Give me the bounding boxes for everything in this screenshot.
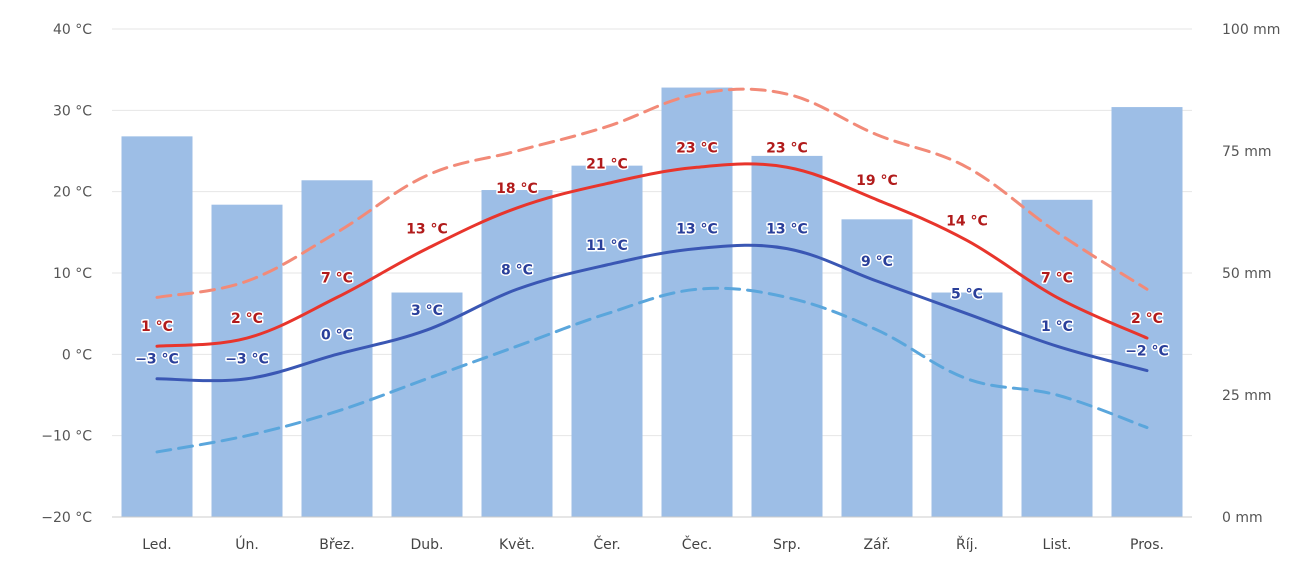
data-label: 3 °C (411, 303, 443, 319)
x-tick-label: Květ. (499, 537, 535, 553)
y-right-tick-label: 25 mm (1222, 388, 1272, 404)
data-label: 1 °C (1041, 319, 1073, 335)
y-left-tick-label: −20 °C (41, 510, 92, 526)
precipitation-bar (931, 292, 1003, 517)
data-label: 13 °C (676, 222, 718, 238)
y-right-tick-label: 0 mm (1222, 510, 1263, 526)
data-label: −3 °C (135, 352, 179, 368)
data-label: 2 °C (231, 311, 263, 327)
x-tick-label: Břez. (319, 537, 354, 553)
data-label: 8 °C (501, 262, 533, 278)
data-label: 0 °C (321, 327, 353, 343)
data-label: −2 °C (1125, 344, 1169, 360)
x-tick-label: Ún. (235, 535, 259, 553)
y-left-tick-label: −10 °C (41, 429, 92, 445)
x-tick-label: Zář. (863, 537, 890, 553)
y-axis-right: 0 mm 25 mm 50 mm 75 mm 100 mm (1222, 22, 1280, 526)
temperature-line (155, 243, 1149, 383)
precipitation-bar (661, 87, 733, 517)
y-left-tick-label: 20 °C (53, 185, 92, 201)
x-tick-label: Říj. (956, 536, 978, 553)
data-label: 1 °C (141, 319, 173, 335)
y-axis-left: −20 °C −10 °C 0 °C 10 °C 20 °C 30 °C 40 °C (41, 22, 92, 526)
temperature-line (155, 162, 1149, 348)
data-label: 11 °C (586, 238, 628, 254)
data-label: 7 °C (321, 270, 353, 286)
data-labels: 1 °C 2 °C 7 °C 13 °C 18 °C 21 °C 23 °C 23 °C 19 … (134, 139, 1171, 369)
y-left-tick-label: 40 °C (53, 22, 92, 38)
y-right-tick-label: 50 mm (1222, 266, 1272, 282)
dashed-temperature-line (155, 286, 1149, 454)
precipitation-bar (751, 155, 823, 517)
data-label: 18 °C (496, 181, 538, 197)
precipitation-bar (1021, 199, 1093, 518)
x-tick-label: Čec. (682, 535, 713, 553)
x-tick-label: Čer. (593, 535, 620, 553)
data-label: 14 °C (946, 213, 988, 229)
data-label: 7 °C (1041, 270, 1073, 286)
precipitation-bar (571, 165, 643, 517)
data-label: 13 °C (406, 222, 448, 238)
data-label: 2 °C (1131, 311, 1163, 327)
x-tick-label: List. (1043, 537, 1072, 553)
precipitation-bar (481, 190, 553, 518)
x-axis: Led. Ún. Břez. Dub. Květ. Čer. Čec. Srp. Zář. Říj… (112, 516, 1192, 553)
precipitation-bar (1111, 107, 1183, 517)
y-left-tick-label: 30 °C (53, 103, 92, 119)
y-left-tick-label: 10 °C (53, 266, 92, 282)
x-tick-label: Pros. (1130, 537, 1164, 553)
dashed-temperature-line (155, 87, 1149, 299)
data-label: 19 °C (856, 173, 898, 189)
x-tick-label: Led. (142, 537, 172, 553)
grid-lines (112, 28, 1192, 518)
x-tick-label: Dub. (411, 537, 444, 553)
y-right-tick-label: 75 mm (1222, 144, 1272, 160)
precipitation-bar (211, 204, 283, 517)
data-label: −3 °C (225, 352, 269, 368)
y-right-tick-label: 100 mm (1222, 22, 1280, 38)
precipitation-bars (121, 87, 1183, 518)
precipitation-bar (391, 292, 463, 517)
data-label: 9 °C (861, 254, 893, 270)
x-tick-label: Srp. (773, 537, 801, 553)
precipitation-bar (841, 219, 913, 517)
y-left-tick-label: 0 °C (62, 347, 92, 363)
data-label: 23 °C (676, 140, 718, 156)
temperature-lines (155, 87, 1149, 454)
precipitation-bar (121, 136, 193, 518)
data-label: 23 °C (766, 140, 808, 156)
data-label: 21 °C (586, 157, 628, 173)
data-label: 13 °C (766, 222, 808, 238)
data-label: 5 °C (951, 287, 983, 303)
